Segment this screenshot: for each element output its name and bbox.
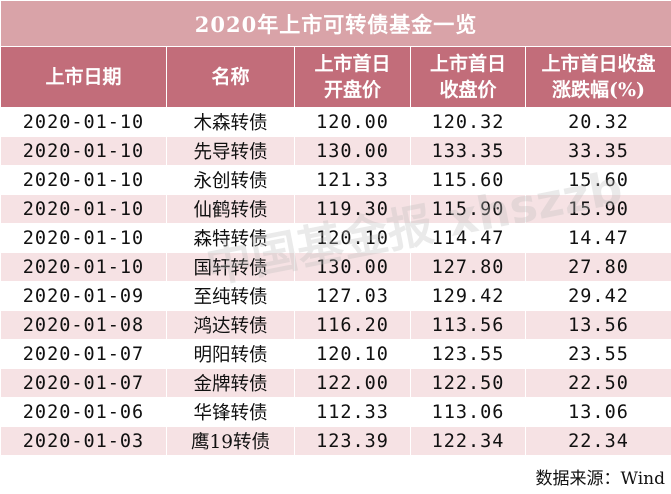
header-close-price: 上市首日 收盘价 bbox=[410, 46, 526, 108]
bond-name-cell: 至纯转债 bbox=[166, 281, 295, 311]
header-listing-date: 上市日期 bbox=[0, 46, 167, 108]
header-change-pct: 上市首日收盘 涨跌幅(%) bbox=[524, 46, 671, 108]
table-title: 2020年上市可转债基金一览 bbox=[0, 0, 671, 47]
table-row: 2020-01-10 仙鹤转债 119.30 115.90 15.90 bbox=[0, 194, 671, 224]
convertible-bond-table: 2020年上市可转债基金一览 上市日期 名称 上市首日 开盘价 上市首日 收盘价… bbox=[0, 0, 671, 456]
table-row: 2020-01-07 金牌转债 122.00 122.50 22.50 bbox=[0, 368, 671, 398]
listing-date-cell: 2020-01-10 bbox=[0, 194, 167, 224]
listing-date-cell: 2020-01-08 bbox=[0, 310, 167, 340]
table-row: 2020-01-07 明阳转债 120.10 123.55 23.55 bbox=[0, 339, 671, 369]
table-row: 2020-01-10 先导转债 130.00 133.35 33.35 bbox=[0, 136, 671, 166]
header-open-price-line2: 开盘价 bbox=[323, 79, 381, 101]
close-price-cell: 133.35 bbox=[410, 136, 526, 166]
table-row: 2020-01-10 永创转债 121.33 115.60 15.60 bbox=[0, 165, 671, 195]
data-source-note: 数据来源：Wind bbox=[535, 469, 665, 489]
bond-name-cell: 金牌转债 bbox=[166, 368, 295, 398]
change-pct-cell: 23.55 bbox=[524, 339, 671, 369]
close-price-cell: 127.80 bbox=[410, 252, 526, 282]
bond-name-cell: 仙鹤转债 bbox=[166, 194, 295, 224]
close-price-cell: 113.56 bbox=[410, 310, 526, 340]
change-pct-cell: 22.34 bbox=[524, 426, 671, 456]
close-price-cell: 123.55 bbox=[410, 339, 526, 369]
bond-name-cell: 森特转债 bbox=[166, 223, 295, 253]
listing-date-cell: 2020-01-10 bbox=[0, 223, 167, 253]
listing-date-cell: 2020-01-10 bbox=[0, 165, 167, 195]
bond-name-cell: 永创转债 bbox=[166, 165, 295, 195]
open-price-cell: 120.00 bbox=[294, 107, 411, 137]
open-price-cell: 120.10 bbox=[294, 223, 411, 253]
table-row: 2020-01-03 鹰19转债 123.39 122.34 22.34 bbox=[0, 426, 671, 456]
bond-name-cell: 鹰19转债 bbox=[166, 426, 295, 456]
change-pct-cell: 29.42 bbox=[524, 281, 671, 311]
open-price-cell: 116.20 bbox=[294, 310, 411, 340]
change-pct-cell: 13.56 bbox=[524, 310, 671, 340]
listing-date-cell: 2020-01-10 bbox=[0, 136, 167, 166]
table-row: 2020-01-06 华锋转债 112.33 113.06 13.06 bbox=[0, 397, 671, 427]
table-row: 2020-01-10 国轩转债 130.00 127.80 27.80 bbox=[0, 252, 671, 282]
open-price-cell: 123.39 bbox=[294, 426, 411, 456]
change-pct-cell: 15.90 bbox=[524, 194, 671, 224]
close-price-cell: 122.50 bbox=[410, 368, 526, 398]
listing-date-cell: 2020-01-10 bbox=[0, 107, 167, 137]
bond-name-cell: 先导转债 bbox=[166, 136, 295, 166]
header-open-price: 上市首日 开盘价 bbox=[294, 46, 411, 108]
table-row: 2020-01-10 木森转债 120.00 120.32 20.32 bbox=[0, 107, 671, 137]
listing-date-cell: 2020-01-07 bbox=[0, 339, 167, 369]
bond-name-cell: 鸿达转债 bbox=[166, 310, 295, 340]
close-price-cell: 115.90 bbox=[410, 194, 526, 224]
close-price-cell: 120.32 bbox=[410, 107, 526, 137]
open-price-cell: 130.00 bbox=[294, 252, 411, 282]
open-price-cell: 130.00 bbox=[294, 136, 411, 166]
header-open-price-line1: 上市首日 bbox=[314, 53, 391, 75]
header-name: 名称 bbox=[166, 46, 295, 108]
bond-name-cell: 明阳转债 bbox=[166, 339, 295, 369]
open-price-cell: 127.03 bbox=[294, 281, 411, 311]
change-pct-cell: 20.32 bbox=[524, 107, 671, 137]
close-price-cell: 129.42 bbox=[410, 281, 526, 311]
bond-name-cell: 木森转债 bbox=[166, 107, 295, 137]
close-price-cell: 113.06 bbox=[410, 397, 526, 427]
change-pct-cell: 22.50 bbox=[524, 368, 671, 398]
bond-name-cell: 华锋转债 bbox=[166, 397, 295, 427]
header-change-pct-line1: 上市首日收盘 bbox=[541, 53, 656, 75]
header-close-price-line1: 上市首日 bbox=[429, 53, 506, 75]
open-price-cell: 112.33 bbox=[294, 397, 411, 427]
listing-date-cell: 2020-01-10 bbox=[0, 252, 167, 282]
change-pct-cell: 33.35 bbox=[524, 136, 671, 166]
close-price-cell: 122.34 bbox=[410, 426, 526, 456]
close-price-cell: 115.60 bbox=[410, 165, 526, 195]
close-price-cell: 114.47 bbox=[410, 223, 526, 253]
open-price-cell: 120.10 bbox=[294, 339, 411, 369]
table-body: 2020-01-10 木森转债 120.00 120.32 20.32 2020-01-1… bbox=[0, 107, 671, 456]
table-row: 2020-01-08 鸿达转债 116.20 113.56 13.56 bbox=[0, 310, 671, 340]
open-price-cell: 122.00 bbox=[294, 368, 411, 398]
bond-name-cell: 国轩转债 bbox=[166, 252, 295, 282]
change-pct-cell: 15.60 bbox=[524, 165, 671, 195]
table-row: 2020-01-10 森特转债 120.10 114.47 14.47 bbox=[0, 223, 671, 253]
header-close-price-line2: 收盘价 bbox=[439, 79, 497, 101]
listing-date-cell: 2020-01-06 bbox=[0, 397, 167, 427]
table-row: 2020-01-09 至纯转债 127.03 129.42 29.42 bbox=[0, 281, 671, 311]
change-pct-cell: 14.47 bbox=[524, 223, 671, 253]
open-price-cell: 119.30 bbox=[294, 194, 411, 224]
listing-date-cell: 2020-01-03 bbox=[0, 426, 167, 456]
header-change-pct-line2: 涨跌幅(%) bbox=[551, 79, 646, 101]
change-pct-cell: 27.80 bbox=[524, 252, 671, 282]
listing-date-cell: 2020-01-09 bbox=[0, 281, 167, 311]
listing-date-cell: 2020-01-07 bbox=[0, 368, 167, 398]
open-price-cell: 121.33 bbox=[294, 165, 411, 195]
change-pct-cell: 13.06 bbox=[524, 397, 671, 427]
